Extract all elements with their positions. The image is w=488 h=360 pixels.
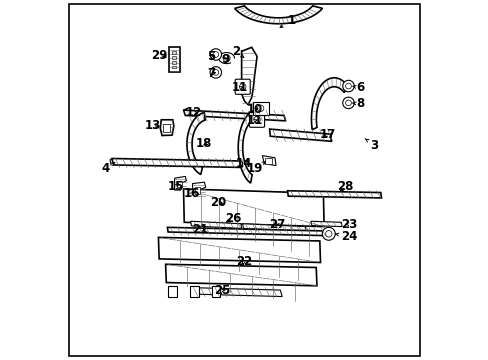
Text: 28: 28 xyxy=(337,180,353,193)
Polygon shape xyxy=(241,47,257,105)
Polygon shape xyxy=(269,129,330,141)
Polygon shape xyxy=(186,112,205,175)
Circle shape xyxy=(325,230,331,237)
Text: 25: 25 xyxy=(214,284,230,297)
Polygon shape xyxy=(311,78,346,130)
Bar xyxy=(168,286,177,297)
Text: 15: 15 xyxy=(167,180,183,193)
Bar xyxy=(172,56,175,59)
Polygon shape xyxy=(160,120,174,135)
Polygon shape xyxy=(183,189,324,226)
Text: 9: 9 xyxy=(221,53,229,66)
Text: 13: 13 xyxy=(144,119,160,132)
Text: 19: 19 xyxy=(246,162,265,175)
Text: 7: 7 xyxy=(207,67,215,80)
Text: 24: 24 xyxy=(335,230,357,243)
Bar xyxy=(172,51,175,54)
Circle shape xyxy=(342,80,353,92)
FancyBboxPatch shape xyxy=(235,79,250,94)
Text: 23: 23 xyxy=(341,217,357,231)
Circle shape xyxy=(210,49,221,60)
Polygon shape xyxy=(165,264,316,286)
Bar xyxy=(265,158,271,163)
Bar xyxy=(172,61,175,64)
Circle shape xyxy=(212,69,218,75)
Circle shape xyxy=(257,105,264,112)
Text: 2: 2 xyxy=(232,45,244,58)
Text: 3: 3 xyxy=(365,139,378,152)
FancyBboxPatch shape xyxy=(249,112,264,127)
Circle shape xyxy=(345,83,351,89)
Bar xyxy=(190,286,198,297)
Circle shape xyxy=(212,51,218,57)
Text: 11: 11 xyxy=(232,81,248,94)
Polygon shape xyxy=(310,221,341,226)
Polygon shape xyxy=(287,191,381,198)
Bar xyxy=(195,187,200,194)
Polygon shape xyxy=(238,110,257,183)
Text: 14: 14 xyxy=(235,157,251,170)
Bar xyxy=(172,66,175,68)
Text: 27: 27 xyxy=(269,217,285,231)
Circle shape xyxy=(342,97,353,109)
Circle shape xyxy=(210,67,221,78)
Bar xyxy=(211,286,220,297)
Text: 12: 12 xyxy=(185,106,201,119)
Text: 11: 11 xyxy=(246,114,262,127)
Text: 4: 4 xyxy=(101,162,115,175)
Text: 17: 17 xyxy=(319,128,335,141)
Circle shape xyxy=(239,84,245,90)
Text: 10: 10 xyxy=(246,103,262,116)
Polygon shape xyxy=(169,47,180,72)
Text: 26: 26 xyxy=(224,212,241,225)
Text: 6: 6 xyxy=(352,81,364,94)
Polygon shape xyxy=(112,158,242,167)
Circle shape xyxy=(322,227,335,240)
Text: 21: 21 xyxy=(192,223,208,236)
Text: 1: 1 xyxy=(280,14,295,27)
Circle shape xyxy=(253,117,260,123)
Polygon shape xyxy=(167,227,324,235)
Bar xyxy=(177,181,182,187)
Text: 18: 18 xyxy=(196,137,212,150)
Polygon shape xyxy=(234,6,322,24)
FancyBboxPatch shape xyxy=(252,102,268,115)
Bar xyxy=(163,124,169,132)
Text: 22: 22 xyxy=(235,255,251,268)
Polygon shape xyxy=(190,221,241,228)
Circle shape xyxy=(223,54,230,62)
Text: 5: 5 xyxy=(207,50,215,63)
Polygon shape xyxy=(174,176,186,190)
Text: 29: 29 xyxy=(151,49,167,62)
Text: 16: 16 xyxy=(183,187,200,200)
Polygon shape xyxy=(183,110,285,121)
Polygon shape xyxy=(262,156,276,166)
Circle shape xyxy=(345,100,351,106)
Polygon shape xyxy=(242,224,305,231)
Polygon shape xyxy=(158,237,320,262)
Polygon shape xyxy=(190,288,282,297)
Polygon shape xyxy=(192,182,205,197)
Text: 20: 20 xyxy=(210,196,226,209)
Text: 8: 8 xyxy=(352,98,364,111)
